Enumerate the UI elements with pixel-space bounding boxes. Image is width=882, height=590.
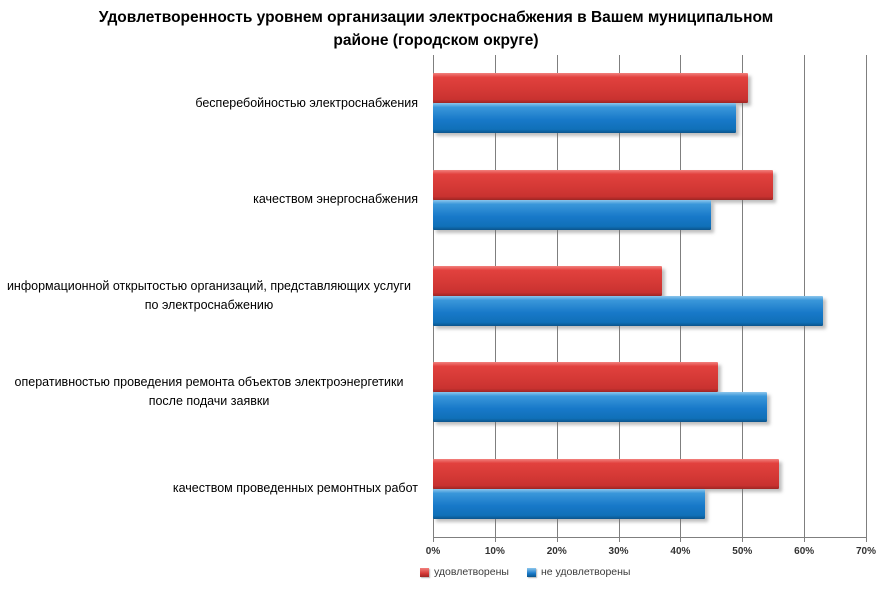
x-tick-label: 0% <box>425 546 441 557</box>
x-tick-label: 60% <box>794 546 815 557</box>
legend: удовлетворены не удовлетворены <box>420 566 630 578</box>
axis-tickmark <box>680 537 682 542</box>
bar-group <box>433 55 866 151</box>
bar-red <box>433 265 662 296</box>
x-tick-label: 50% <box>732 546 753 557</box>
legend-label: не удовлетворены <box>540 566 631 578</box>
chart-title: Удовлетворенность уровнем организации эл… <box>0 6 872 53</box>
bar-group <box>433 344 866 440</box>
axis-tickmark <box>433 537 434 542</box>
legend-label: удовлетворены <box>434 566 509 578</box>
axis-tickmark <box>556 537 558 542</box>
category-label: качеством энергоснабжения <box>253 191 418 206</box>
x-tick-label: 20% <box>546 546 567 557</box>
axis-tickmark <box>494 537 496 542</box>
bar-red <box>433 362 718 393</box>
bar-group <box>433 248 866 344</box>
bar-blue <box>433 103 737 134</box>
category-label: информационной открытостью организаций, … <box>6 278 412 312</box>
gridline <box>866 55 867 537</box>
legend-marker-blue <box>526 567 536 577</box>
x-tick-label: 40% <box>670 546 691 557</box>
x-tick-label: 70% <box>855 546 877 557</box>
axis-tickmark <box>866 537 867 542</box>
bar-group <box>433 441 866 537</box>
chart-title-line1: Удовлетворенность уровнем организации эл… <box>98 9 774 26</box>
legend-marker-red <box>420 567 429 577</box>
bar-red <box>433 458 780 489</box>
category-label: оперативностью проведения ремонта объект… <box>14 374 404 409</box>
chart-title-line2: районе (городском округе) <box>333 32 539 50</box>
bar-red <box>433 73 749 104</box>
category-axis-labels: бесперебойностью электроснабжения качеств… <box>0 55 426 537</box>
x-axis-tick-labels: 0% 10% 20% 30% 40% 50% 60% 70% <box>426 537 876 557</box>
category-label: качеством проведенных ремонтных работ <box>172 481 418 496</box>
bar-blue <box>433 199 712 230</box>
legend-item: не удовлетворены <box>526 566 631 578</box>
legend-item: удовлетворены <box>420 566 509 578</box>
bar-group <box>433 151 866 247</box>
axis-tickmark <box>742 537 744 542</box>
axis-tickmark <box>804 537 806 542</box>
x-tick-label: 30% <box>608 546 629 557</box>
plot-area: 0% 10% 20% 30% 40% 50% 60% 70% <box>426 55 876 557</box>
category-label: бесперебойностью электроснабжения <box>195 95 418 110</box>
bar-red <box>433 169 774 200</box>
bar-blue <box>433 295 823 326</box>
bar-rows <box>433 55 866 537</box>
bar-blue <box>433 488 706 519</box>
bar-blue <box>433 392 768 423</box>
x-tick-label: 10% <box>484 546 505 557</box>
axis-tickmark <box>618 537 620 542</box>
